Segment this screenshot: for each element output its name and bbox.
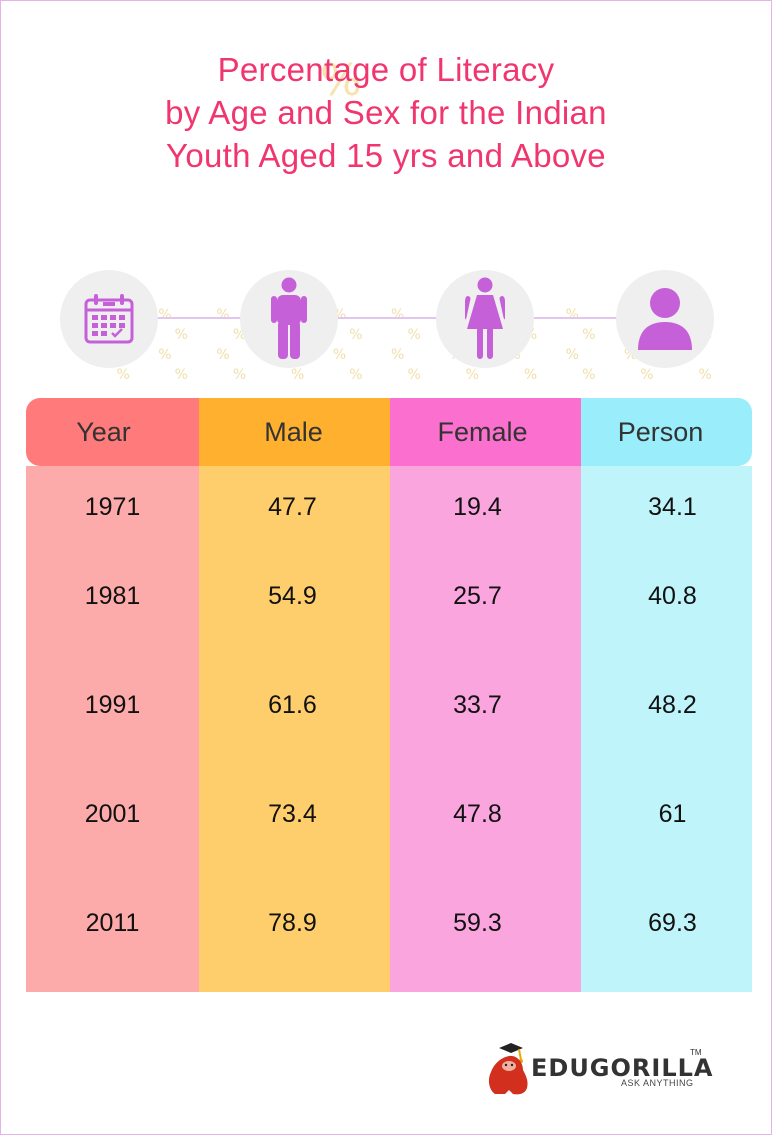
year-cell: 2011 <box>85 909 140 937</box>
chart-title: Percentage of Literacy by Age and Sex fo… <box>0 48 772 177</box>
male-header: Male <box>199 398 390 466</box>
gorilla-logo-icon <box>488 1043 528 1095</box>
person-column: Person <box>581 398 752 992</box>
literacy-table: Year Male Female Person 1971 47.7 19.4 34.1… <box>26 398 752 992</box>
person-cell: 40.8 <box>648 582 697 610</box>
female-header: Female <box>390 398 581 466</box>
year-cell: 1991 <box>84 691 141 719</box>
logo-tagline: ASK ANYTHING <box>621 1078 694 1088</box>
female-cell: 59.3 <box>453 909 502 937</box>
female-header-label: Female <box>437 416 528 447</box>
male-column-body <box>199 466 390 992</box>
logo-wordmark: EDUGORILLA <box>531 1054 714 1082</box>
male-icon <box>240 270 338 368</box>
year-cell: 1971 <box>84 493 141 521</box>
person-header-label: Person <box>617 416 704 447</box>
male-column: Male <box>199 398 390 992</box>
year-cell: 2001 <box>84 800 141 828</box>
icon-connector-line <box>150 317 250 319</box>
female-cell: 47.8 <box>453 800 502 828</box>
year-column: Year <box>26 398 199 992</box>
person-column-body <box>581 466 752 992</box>
icon-connector-line <box>532 317 618 319</box>
male-cell: 61.6 <box>268 691 317 719</box>
person-cell: 34.1 <box>648 493 697 521</box>
female-column: Female <box>390 398 581 992</box>
year-column-body <box>26 466 199 992</box>
title-line: by Age and Sex for the Indian <box>165 94 607 131</box>
logo-trademark: TM <box>690 1048 702 1057</box>
person-cell: 61 <box>658 800 687 828</box>
male-header-label: Male <box>264 416 323 447</box>
person-cell: 48.2 <box>648 691 697 719</box>
male-cell: 78.9 <box>268 909 317 937</box>
female-cell: 25.7 <box>453 582 502 610</box>
female-cell: 33.7 <box>453 691 502 719</box>
male-cell: 73.4 <box>268 800 317 828</box>
icon-connector-line <box>336 317 438 319</box>
female-column-body <box>390 466 581 992</box>
person-icon <box>616 270 714 368</box>
edugorilla-logo: EDUGORILLA TM ASK ANYTHING <box>485 1040 712 1096</box>
male-cell: 54.9 <box>268 582 317 610</box>
female-icon <box>436 270 534 368</box>
person-cell: 69.3 <box>648 909 697 937</box>
title-line: Youth Aged 15 yrs and Above <box>166 137 606 174</box>
female-cell: 19.4 <box>453 493 502 521</box>
year-header: Year <box>26 398 199 466</box>
year-cell: 1981 <box>84 582 141 610</box>
calendar-icon <box>60 270 158 368</box>
person-header: Person <box>581 398 752 466</box>
percent-decoration-icon: % <box>320 55 362 106</box>
year-header-label: Year <box>76 416 131 447</box>
male-cell: 47.7 <box>268 493 317 521</box>
title-line: Percentage of Literacy <box>217 51 555 88</box>
